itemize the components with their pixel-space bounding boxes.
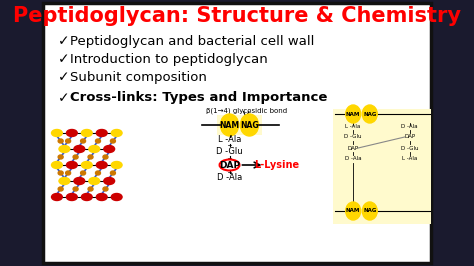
Ellipse shape xyxy=(59,177,70,185)
Text: NAM: NAM xyxy=(346,111,360,117)
Text: DAP: DAP xyxy=(404,135,415,139)
Ellipse shape xyxy=(73,155,78,159)
Ellipse shape xyxy=(219,160,239,171)
FancyBboxPatch shape xyxy=(43,3,431,263)
Ellipse shape xyxy=(96,161,107,168)
Text: ✓: ✓ xyxy=(58,70,69,84)
Text: L -Ala: L -Ala xyxy=(218,135,241,143)
Circle shape xyxy=(362,202,377,220)
Ellipse shape xyxy=(88,187,93,191)
Text: Subunit composition: Subunit composition xyxy=(70,70,207,84)
Text: Cross-links: Types and Importance: Cross-links: Types and Importance xyxy=(70,92,328,105)
Circle shape xyxy=(346,105,361,123)
Ellipse shape xyxy=(96,130,107,136)
Text: NAG: NAG xyxy=(363,111,376,117)
Circle shape xyxy=(220,114,239,136)
Ellipse shape xyxy=(103,155,108,159)
Ellipse shape xyxy=(110,171,116,175)
Ellipse shape xyxy=(66,161,77,168)
Text: Peptidoglycan: Structure & Chemistry: Peptidoglycan: Structure & Chemistry xyxy=(13,6,461,26)
Text: D -Glu: D -Glu xyxy=(216,147,243,156)
Text: L -Ala: L -Ala xyxy=(402,156,417,161)
Ellipse shape xyxy=(110,139,116,143)
Ellipse shape xyxy=(82,161,92,168)
Ellipse shape xyxy=(95,171,100,175)
Text: ✓: ✓ xyxy=(58,52,69,66)
Ellipse shape xyxy=(96,193,107,201)
Ellipse shape xyxy=(65,171,71,175)
Text: β(1→4) glycosidic bond: β(1→4) glycosidic bond xyxy=(206,108,287,114)
Ellipse shape xyxy=(58,139,63,143)
Text: L -Ala: L -Ala xyxy=(346,123,361,128)
Ellipse shape xyxy=(65,139,71,143)
Ellipse shape xyxy=(74,177,85,185)
Text: D -Glu: D -Glu xyxy=(345,135,362,139)
Ellipse shape xyxy=(111,193,122,201)
Ellipse shape xyxy=(104,146,115,152)
Ellipse shape xyxy=(58,187,63,191)
FancyBboxPatch shape xyxy=(333,109,431,224)
Ellipse shape xyxy=(82,130,92,136)
Text: L-Lysine: L-Lysine xyxy=(254,160,300,170)
Ellipse shape xyxy=(95,139,100,143)
Ellipse shape xyxy=(52,130,62,136)
Text: DAP: DAP xyxy=(347,146,359,151)
Text: DAP: DAP xyxy=(219,160,240,169)
Ellipse shape xyxy=(89,177,100,185)
Text: NAG: NAG xyxy=(363,209,376,214)
Ellipse shape xyxy=(111,161,122,168)
Ellipse shape xyxy=(66,130,77,136)
Text: D -Ala: D -Ala xyxy=(345,156,362,161)
Text: D -Ala: D -Ala xyxy=(401,123,418,128)
Ellipse shape xyxy=(104,177,115,185)
Ellipse shape xyxy=(52,193,62,201)
Ellipse shape xyxy=(88,155,93,159)
FancyBboxPatch shape xyxy=(217,115,262,135)
Text: NAG: NAG xyxy=(240,120,259,130)
Ellipse shape xyxy=(52,161,62,168)
Text: Introduction to peptidoglycan: Introduction to peptidoglycan xyxy=(70,52,268,65)
Ellipse shape xyxy=(58,155,63,159)
Ellipse shape xyxy=(82,193,92,201)
Ellipse shape xyxy=(81,171,85,175)
Text: ✓: ✓ xyxy=(58,91,69,105)
Ellipse shape xyxy=(58,171,63,175)
Text: NAM: NAM xyxy=(219,120,239,130)
Ellipse shape xyxy=(59,146,70,152)
Ellipse shape xyxy=(111,130,122,136)
Ellipse shape xyxy=(103,187,108,191)
Ellipse shape xyxy=(89,146,100,152)
Ellipse shape xyxy=(73,187,78,191)
Text: D -Ala: D -Ala xyxy=(217,173,242,182)
Ellipse shape xyxy=(66,193,77,201)
Text: ✓: ✓ xyxy=(58,34,69,48)
Text: D -Glu: D -Glu xyxy=(401,146,419,151)
Text: Peptidoglycan and bacterial cell wall: Peptidoglycan and bacterial cell wall xyxy=(70,35,315,48)
Circle shape xyxy=(240,114,259,136)
Ellipse shape xyxy=(74,146,85,152)
Ellipse shape xyxy=(81,139,85,143)
Text: NAM: NAM xyxy=(346,209,360,214)
Circle shape xyxy=(362,105,377,123)
Circle shape xyxy=(346,202,361,220)
